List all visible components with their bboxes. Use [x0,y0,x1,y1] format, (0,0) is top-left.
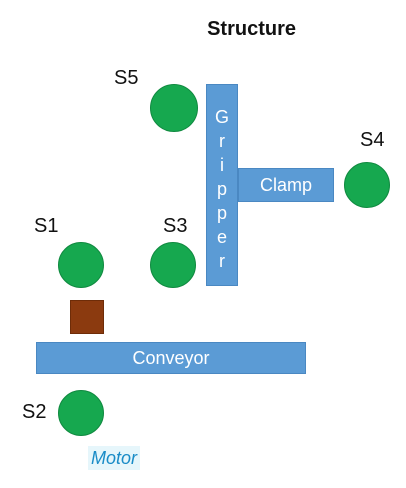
sensor-s2 [58,390,104,436]
sensor-s4 [344,162,390,208]
sensor-label-s2: S2 [22,401,47,423]
gripper-bar: G r i p p e r [206,84,238,286]
gripper-letter: p [216,179,227,199]
conveyor-bar: Conveyor [36,342,306,374]
sensor-s5 [150,84,198,132]
clamp-bar: Clamp [238,168,334,202]
sensor-s1 [58,242,104,288]
sensor-s3 [150,242,196,288]
sensor-label-s5: S5 [114,67,139,89]
gripper-letter: G [214,107,229,127]
gripper-letter: p [216,203,227,223]
gripper-letter: i [220,155,224,175]
sensor-label-s3: S3 [163,215,188,237]
gripper-letter: r [219,251,225,271]
diagram-title: Structure [207,18,296,40]
gripper-letter: e [216,227,227,247]
gripper-letter: r [219,131,225,151]
motor-label: Motor [88,446,141,470]
sensor-label-s4: S4 [360,129,385,151]
sensor-label-s1: S1 [34,215,59,237]
workpiece-box [70,300,104,334]
